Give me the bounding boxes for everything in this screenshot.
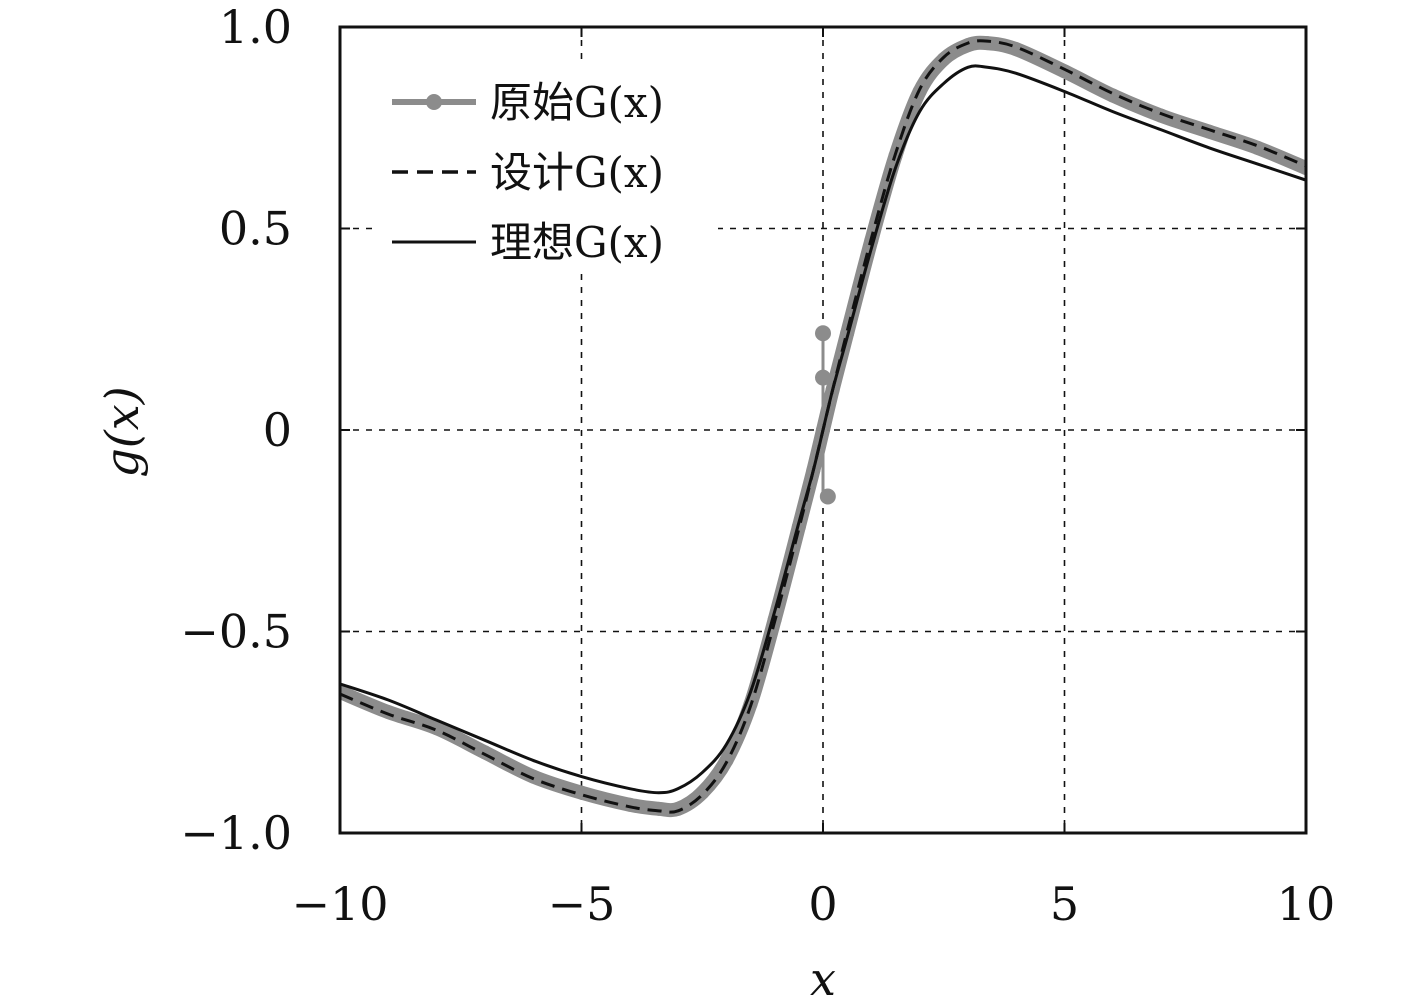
legend-item-designed: 设计G(x) [392, 148, 664, 197]
series-point-original [1154, 108, 1169, 123]
series-outlier-point [815, 369, 831, 386]
x-tick-label: −10 [291, 877, 388, 931]
legend-marker-original [426, 94, 442, 110]
y-tick-labels: −1.0 −0.5 0 0.5 1.0 [180, 0, 292, 860]
series-group [340, 35, 1306, 818]
legend-label-ideal: 理想G(x) [490, 218, 664, 267]
series-point-original [960, 38, 975, 53]
x-tick-labels: −10 −5 0 5 10 [291, 877, 1335, 931]
x-tick-label: 0 [808, 877, 837, 931]
x-tick-label: −5 [548, 877, 616, 931]
legend-item-ideal: 理想G(x) [392, 218, 664, 267]
series-point-original [719, 753, 734, 768]
legend-item-original: 原始G(x) [392, 78, 664, 127]
x-tick-label: 10 [1277, 877, 1336, 931]
series-layer [340, 35, 1306, 818]
y-tick-label: −1.0 [180, 806, 292, 860]
x-axis-label: x [810, 952, 836, 1002]
series-point-original [429, 721, 444, 736]
series-point-original [671, 801, 686, 816]
y-tick-label: 0.5 [219, 202, 292, 256]
series-line-ideal [340, 64, 1306, 795]
y-tick-label: −0.5 [180, 605, 292, 659]
ticks [339, 26, 1307, 834]
series-outlier-point [815, 325, 831, 342]
series-outlier-point [819, 488, 836, 505]
series-point-original [526, 769, 541, 784]
legend: 原始G(x) 设计G(x) 理想G(x) [378, 64, 718, 274]
x-tick-label: 5 [1050, 877, 1079, 931]
series-point-original [980, 36, 995, 51]
y-tick-label: 0 [263, 403, 292, 457]
y-axis-label: g(x) [95, 386, 149, 477]
legend-label-original: 原始G(x) [490, 78, 664, 127]
series-point-original [622, 797, 637, 812]
series-point-original [1009, 42, 1024, 57]
y-tick-label: 1.0 [219, 0, 292, 54]
series-point-original [1299, 161, 1306, 176]
legend-label-designed: 设计G(x) [490, 148, 664, 197]
series-point-original [651, 801, 666, 816]
